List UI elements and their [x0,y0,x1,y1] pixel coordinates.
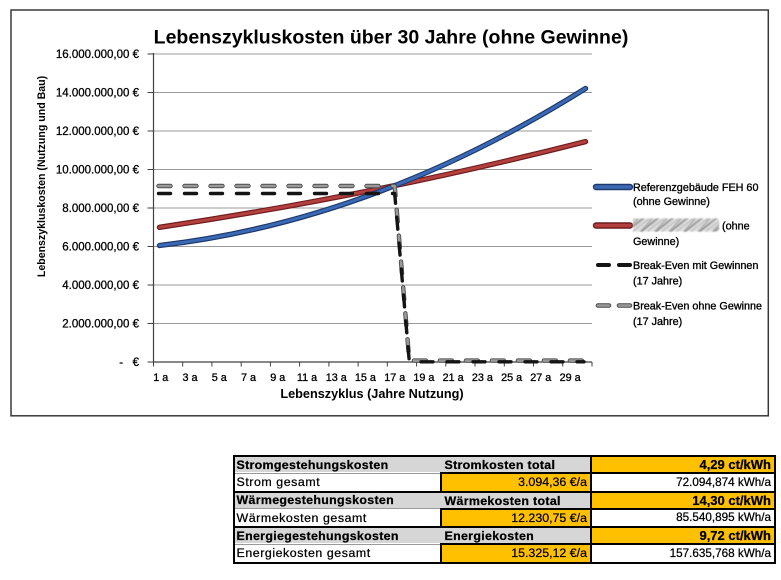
svg-text:27 a: 27 a [530,372,551,384]
svg-text:15 a: 15 a [355,372,376,384]
svg-text:17 a: 17 a [384,372,405,384]
svg-text:4.000.000,00 €: 4.000.000,00 € [62,280,139,292]
svg-text:16.000.000,00 €: 16.000.000,00 € [56,49,140,61]
svg-text:1 a: 1 a [153,372,168,384]
svg-text:23 a: 23 a [472,372,493,384]
svg-text:29 a: 29 a [560,372,581,384]
svg-text:(17 Jahre): (17 Jahre) [633,316,682,328]
svg-text:25 a: 25 a [501,372,522,384]
svg-text:(ohne Gewinne): (ohne Gewinne) [633,196,710,208]
svg-text:Gewinne): Gewinne) [633,236,679,248]
svg-text:2.000.000,00 €: 2.000.000,00 € [62,319,139,331]
svg-text:- €: - € [119,357,139,369]
svg-text:Lebenszykluskosten über 30 Jah: Lebenszykluskosten über 30 Jahre (ohne G… [154,27,629,49]
svg-text:Break-Even mit Gewinnen: Break-Even mit Gewinnen [633,260,758,272]
svg-text:6.000.000,00 €: 6.000.000,00 € [62,242,139,254]
svg-text:14.000.000,00 €: 14.000.000,00 € [56,88,140,100]
svg-text:(ohne: (ohne [722,221,750,233]
svg-text:7 a: 7 a [241,372,256,384]
svg-text:11 a: 11 a [297,372,317,384]
svg-text:(17 Jahre): (17 Jahre) [633,276,682,288]
svg-text:21 a: 21 a [443,372,464,384]
svg-text:Break-Even ohne Gewinne: Break-Even ohne Gewinne [633,301,762,313]
svg-text:5 a: 5 a [212,372,227,384]
svg-text:Referenzgebäude FEH 60: Referenzgebäude FEH 60 [633,182,758,194]
svg-text:10.000.000,00 €: 10.000.000,00 € [56,165,140,177]
svg-text:Lebenszyklus (Jahre Nutzung): Lebenszyklus (Jahre Nutzung) [280,387,463,401]
svg-text:13 a: 13 a [326,372,347,384]
svg-text:9 a: 9 a [270,372,285,384]
svg-text:3 a: 3 a [182,372,197,384]
svg-text:Lebenszykluskosten (Nutzung un: Lebenszykluskosten (Nutzung und Bau) [36,76,48,277]
svg-text:8.000.000,00 €: 8.000.000,00 € [62,203,139,215]
svg-text:12.000.000,00 €: 12.000.000,00 € [56,126,140,138]
svg-text:19 a: 19 a [413,372,434,384]
